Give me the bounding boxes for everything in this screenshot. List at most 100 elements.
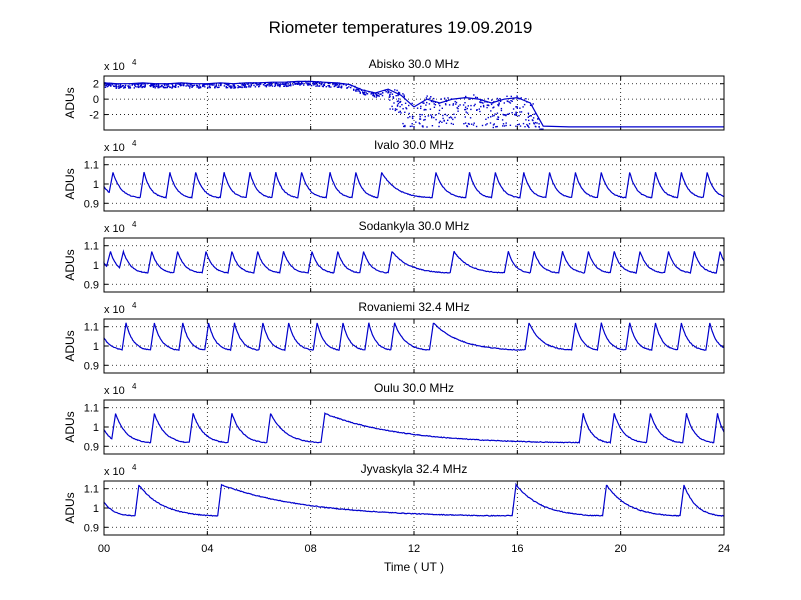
data-point (248, 84, 250, 86)
data-point (256, 82, 258, 84)
data-point (442, 117, 444, 120)
data-point (274, 85, 276, 87)
data-point (158, 86, 160, 89)
data-point (202, 83, 205, 86)
data-point (438, 102, 440, 105)
data-point (135, 83, 137, 85)
data-point (225, 83, 228, 86)
data-point (128, 83, 131, 85)
data-point (403, 125, 405, 128)
x-tick-label: 08 (305, 543, 317, 555)
data-point (106, 83, 108, 85)
data-point (237, 87, 239, 89)
data-point (115, 83, 117, 86)
data-point (128, 87, 130, 89)
data-point (345, 84, 347, 87)
y-tick-label: 0.9 (84, 198, 99, 210)
y-tick-label: 0.9 (84, 441, 99, 453)
data-point (271, 85, 274, 87)
data-point (204, 83, 207, 85)
data-point (373, 95, 375, 97)
data-point (426, 95, 428, 97)
data-point (155, 83, 158, 86)
data-point (264, 85, 266, 87)
data-point (446, 114, 448, 117)
data-point (324, 82, 326, 84)
y-tick-label: 1.1 (84, 403, 99, 415)
data-point (485, 124, 487, 126)
data-point (288, 84, 291, 87)
data-point (285, 84, 287, 86)
data-point (144, 84, 146, 87)
data-point (470, 104, 472, 107)
data-point (502, 125, 504, 127)
data-point (357, 90, 359, 92)
data-point (197, 86, 199, 88)
data-point (218, 82, 220, 84)
data-point (497, 105, 500, 107)
data-point (179, 83, 181, 86)
data-point (157, 86, 159, 88)
data-point (198, 84, 201, 86)
data-point (164, 86, 167, 89)
axis-multiplier: x 10 (104, 304, 125, 316)
data-point (419, 118, 422, 120)
data-point (136, 83, 138, 85)
data-point (109, 82, 111, 84)
data-point (506, 113, 509, 115)
data-point (287, 81, 289, 83)
axis-multiplier-exponent: 4 (132, 382, 137, 391)
data-point (339, 84, 341, 86)
data-point (517, 124, 519, 126)
data-point (323, 83, 325, 85)
data-point (242, 83, 244, 86)
data-point (424, 108, 426, 111)
data-point (377, 92, 380, 95)
data-point (110, 82, 113, 85)
data-point (519, 111, 521, 113)
data-point (364, 94, 367, 96)
data-point (492, 124, 495, 126)
data-point (203, 84, 206, 86)
data-point (397, 100, 400, 102)
data-point (438, 125, 440, 128)
data-point (335, 84, 337, 87)
data-point (494, 113, 496, 115)
data-point (171, 87, 173, 89)
data-point (283, 85, 285, 87)
data-point (424, 118, 426, 121)
data-point (297, 83, 300, 85)
data-point (230, 85, 232, 87)
data-point (420, 105, 422, 108)
data-point (343, 83, 345, 86)
data-point (191, 84, 194, 87)
data-point (427, 115, 430, 117)
data-point (508, 112, 510, 115)
data-point (141, 82, 143, 84)
data-point (187, 85, 189, 87)
data-point (154, 87, 156, 89)
data-point (525, 98, 527, 100)
data-point (199, 85, 201, 88)
axis-multiplier-exponent: 4 (132, 58, 137, 67)
data-point (505, 114, 507, 116)
data-point (525, 119, 527, 121)
data-point (529, 104, 532, 106)
data-point (231, 86, 233, 88)
data-point (104, 84, 106, 86)
data-point (464, 106, 467, 108)
data-point (517, 98, 519, 100)
data-point (315, 82, 318, 84)
data-point (408, 112, 410, 115)
data-point (186, 82, 188, 85)
y-tick-label: 1.1 (84, 322, 99, 334)
data-point (278, 84, 281, 87)
data-point (411, 115, 414, 117)
data-point (399, 110, 401, 113)
y-axis-label: ADUs (63, 87, 77, 118)
data-point (177, 83, 179, 85)
data-point (162, 86, 164, 88)
data-point (408, 104, 410, 107)
data-point (396, 105, 399, 107)
data-point (165, 84, 168, 86)
